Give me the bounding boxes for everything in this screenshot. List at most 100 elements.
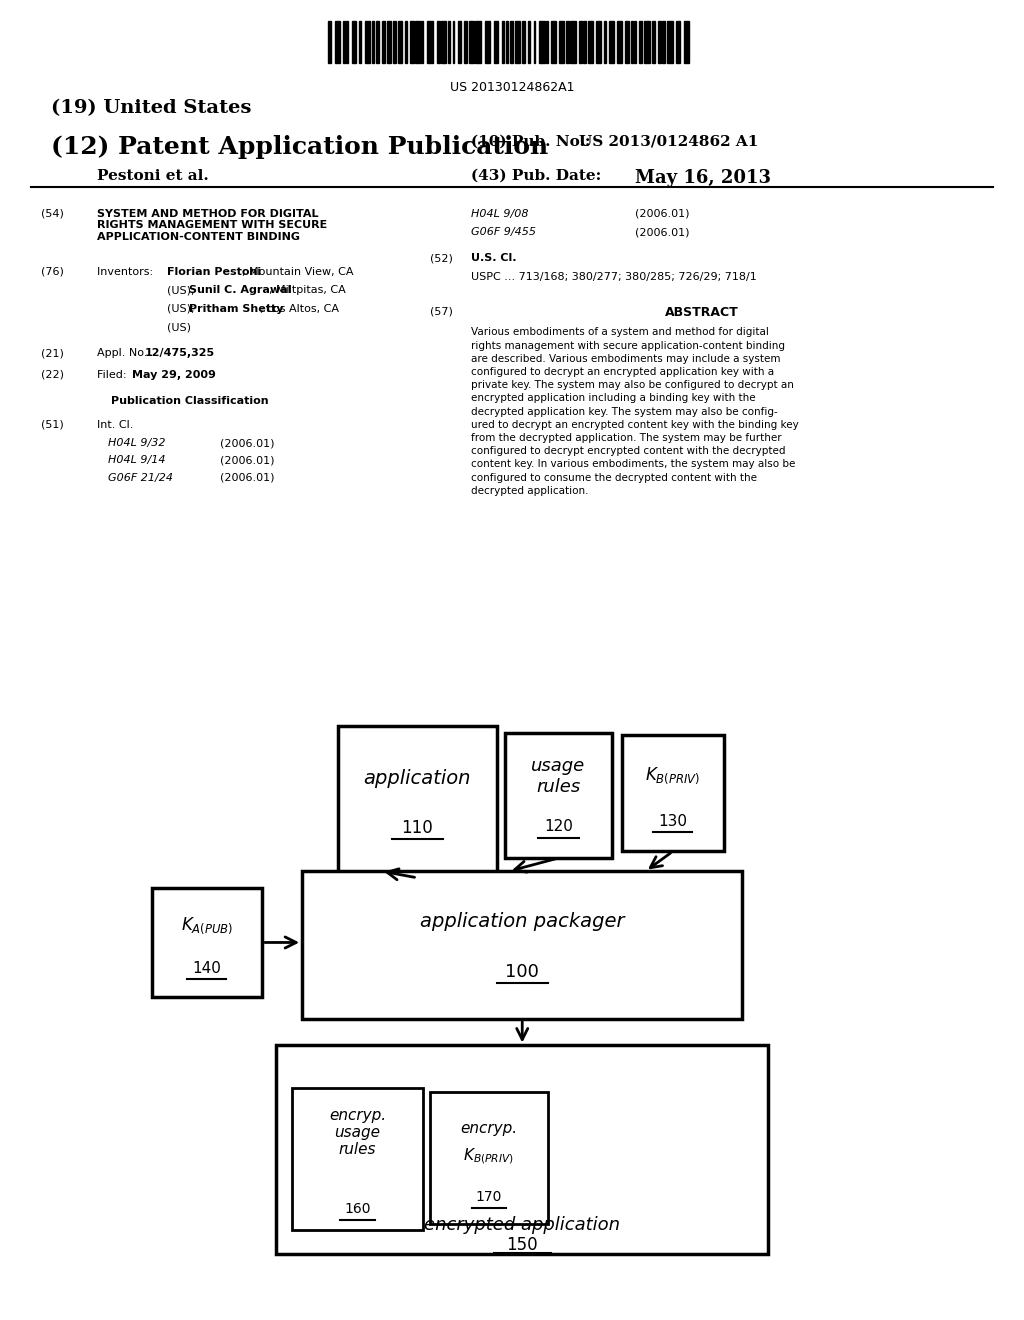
Bar <box>667 21 673 63</box>
Bar <box>469 21 473 63</box>
Bar <box>430 1092 548 1224</box>
Text: Appl. No.:: Appl. No.: <box>97 348 155 359</box>
Text: application: application <box>364 768 471 788</box>
Text: $K_{B(PRIV)}$: $K_{B(PRIV)}$ <box>645 766 700 787</box>
Bar <box>604 21 606 63</box>
Text: (US): (US) <box>167 322 190 333</box>
Bar <box>464 21 467 63</box>
Text: (2006.01): (2006.01) <box>220 438 274 449</box>
Text: Sunil C. Agrawal: Sunil C. Agrawal <box>189 285 292 296</box>
Text: H04L 9/32: H04L 9/32 <box>108 438 165 449</box>
Bar <box>625 21 629 63</box>
Bar <box>328 21 331 63</box>
Text: US 20130124862A1: US 20130124862A1 <box>450 81 574 94</box>
Bar <box>617 21 623 63</box>
Text: (2006.01): (2006.01) <box>635 227 689 238</box>
Bar <box>398 21 401 63</box>
Bar <box>583 21 586 63</box>
Bar <box>365 21 371 63</box>
Bar <box>534 21 536 63</box>
Text: U.S. Cl.: U.S. Cl. <box>471 253 516 264</box>
Text: Publication Classification: Publication Classification <box>111 396 268 407</box>
Text: , Miltpitas, CA: , Miltpitas, CA <box>269 285 346 296</box>
Text: Inventors:: Inventors: <box>97 267 161 277</box>
Bar <box>436 21 439 63</box>
Bar <box>441 21 445 63</box>
Text: , Mountain View, CA: , Mountain View, CA <box>242 267 353 277</box>
Text: G06F 21/24: G06F 21/24 <box>108 473 172 483</box>
Bar <box>427 21 433 63</box>
Text: encryp.: encryp. <box>461 1121 517 1137</box>
Bar <box>376 21 379 63</box>
Text: application packager: application packager <box>420 912 625 931</box>
Text: Pestoni et al.: Pestoni et al. <box>97 169 209 183</box>
Text: , Los Altos, CA: , Los Altos, CA <box>260 304 339 314</box>
Text: Various embodiments of a system and method for digital
rights management with se: Various embodiments of a system and meth… <box>471 327 799 496</box>
Bar <box>338 726 497 878</box>
Bar <box>352 21 356 63</box>
Text: (10) Pub. No.:: (10) Pub. No.: <box>471 135 591 149</box>
Text: (12) Patent Application Publication: (12) Patent Application Publication <box>51 135 549 158</box>
Bar <box>484 21 490 63</box>
Bar <box>551 21 556 63</box>
Bar <box>684 21 689 63</box>
Bar <box>506 21 508 63</box>
Bar <box>676 21 681 63</box>
Bar <box>559 21 564 63</box>
Text: (2006.01): (2006.01) <box>635 209 689 219</box>
Bar <box>515 21 520 63</box>
Text: 140: 140 <box>193 961 221 977</box>
Bar <box>505 733 612 858</box>
Bar <box>292 1088 423 1230</box>
Bar <box>410 21 415 63</box>
Bar <box>343 21 345 63</box>
Bar <box>276 1045 768 1254</box>
Text: encrypted application: encrypted application <box>424 1216 621 1234</box>
Text: (52): (52) <box>430 253 453 264</box>
Bar <box>475 21 481 63</box>
Bar <box>527 21 530 63</box>
Bar <box>335 21 340 63</box>
Bar <box>404 21 408 63</box>
Bar <box>152 888 262 997</box>
Text: US 2013/0124862 A1: US 2013/0124862 A1 <box>579 135 758 149</box>
Bar <box>387 21 391 63</box>
Text: (21): (21) <box>41 348 63 359</box>
Bar <box>346 21 348 63</box>
Bar <box>565 21 569 63</box>
Text: 100: 100 <box>505 962 540 981</box>
Text: $K_{B(PRIV)}$: $K_{B(PRIV)}$ <box>464 1147 514 1166</box>
Text: USPC ... 713/168; 380/277; 380/285; 726/29; 718/1: USPC ... 713/168; 380/277; 380/285; 726/… <box>471 272 757 282</box>
Bar <box>639 21 642 63</box>
Text: 150: 150 <box>507 1236 538 1254</box>
Bar <box>382 21 385 63</box>
Text: usage
rules: usage rules <box>531 758 586 796</box>
Text: 160: 160 <box>344 1203 371 1216</box>
Text: encryp.
usage
rules: encryp. usage rules <box>329 1107 386 1158</box>
Text: H04L 9/14: H04L 9/14 <box>108 455 165 466</box>
Bar <box>522 21 525 63</box>
Text: (2006.01): (2006.01) <box>220 473 274 483</box>
Bar <box>631 21 633 63</box>
Text: SYSTEM AND METHOD FOR DIGITAL
RIGHTS MANAGEMENT WITH SECURE
APPLICATION-CONTENT : SYSTEM AND METHOD FOR DIGITAL RIGHTS MAN… <box>97 209 328 242</box>
Bar <box>495 21 499 63</box>
Bar <box>570 21 575 63</box>
Bar <box>634 21 636 63</box>
Text: Int. Cl.: Int. Cl. <box>97 420 134 430</box>
Bar <box>302 871 742 1019</box>
Bar <box>588 21 593 63</box>
Bar <box>579 21 582 63</box>
Text: $K_{A(PUB)}$: $K_{A(PUB)}$ <box>180 915 233 936</box>
Text: (US);: (US); <box>167 285 198 296</box>
Text: 110: 110 <box>401 820 433 837</box>
Bar <box>596 21 601 63</box>
Bar <box>447 21 451 63</box>
Text: 120: 120 <box>544 820 573 834</box>
Text: (57): (57) <box>430 306 453 317</box>
Bar <box>458 21 461 63</box>
Bar <box>510 21 513 63</box>
Text: G06F 9/455: G06F 9/455 <box>471 227 536 238</box>
Bar <box>663 21 666 63</box>
Text: Filed:: Filed: <box>97 370 144 380</box>
Bar <box>503 21 504 63</box>
